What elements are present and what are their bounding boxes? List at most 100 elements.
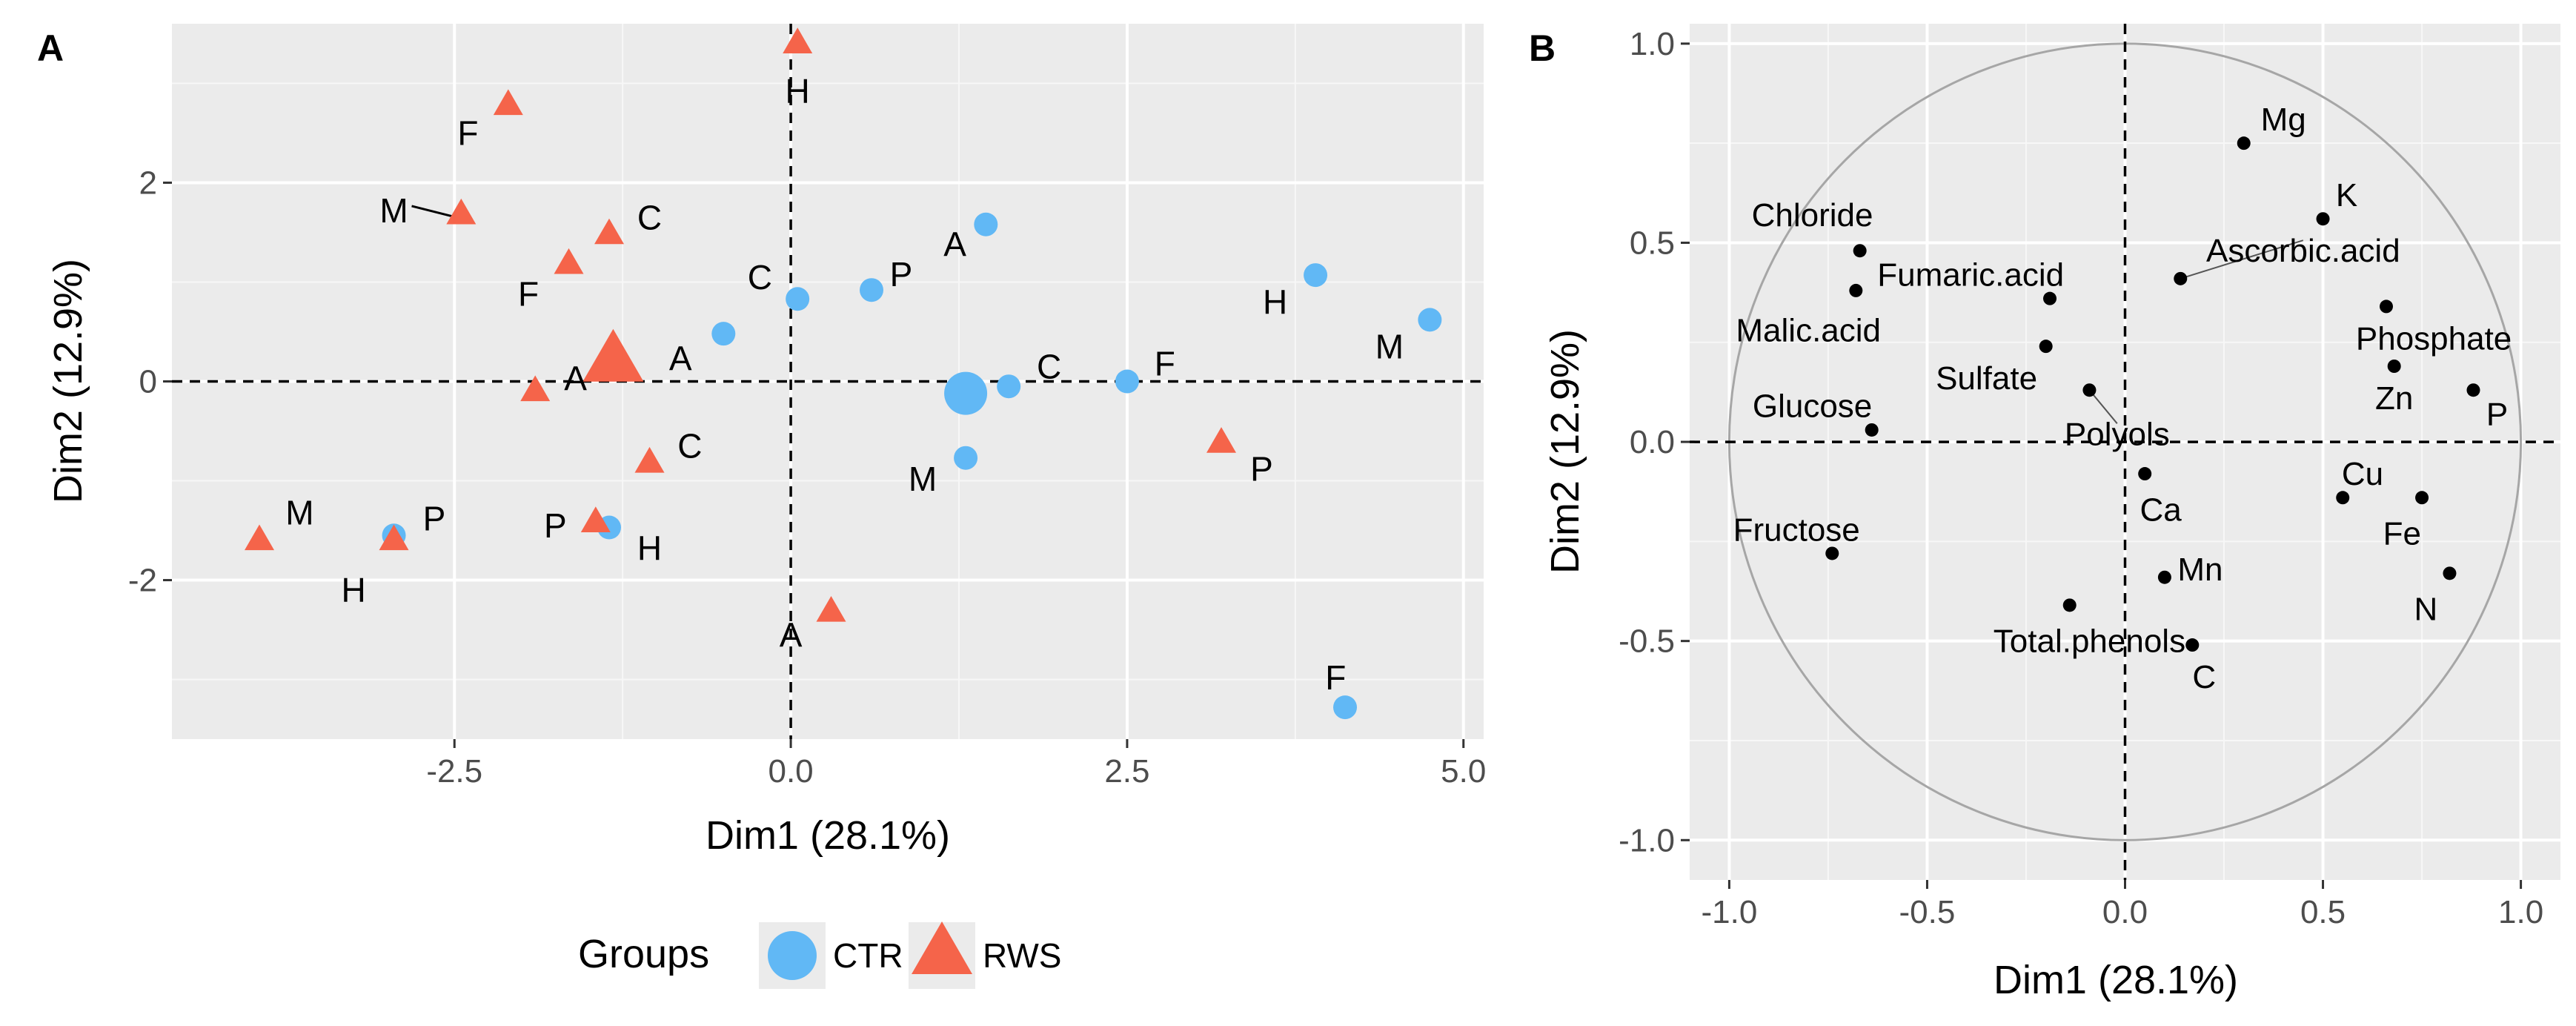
variable-label: Fe (2383, 516, 2421, 552)
point-label: A (943, 225, 966, 264)
variable-point (2415, 491, 2429, 505)
rws-point-marker (816, 596, 846, 622)
variable-label: C (2192, 659, 2216, 695)
point-label: F (457, 113, 478, 152)
ctr-point-marker (954, 446, 978, 470)
point-label: C (677, 427, 702, 466)
panel-b-x-ticks: -1.0 -0.5 0.0 0.5 1.0 (1701, 880, 2543, 930)
point-label: F (1325, 658, 1346, 697)
ctr-point-marker (711, 322, 736, 346)
panel-a-y-ticks: -2 0 2 (128, 165, 172, 599)
panel-a-x-tick-label: 2.5 (1104, 753, 1149, 790)
point-label: P (1250, 449, 1273, 488)
rws-point-marker (1206, 427, 1236, 453)
ctr-point-marker (860, 278, 883, 302)
variable-label: Zn (2375, 380, 2413, 417)
panel-a-x-tick-label: -2.5 (426, 753, 482, 790)
panel-b-label-leaders (2088, 239, 2304, 424)
point-label: C (748, 258, 772, 297)
panel-b-x-tick-label: -1.0 (1701, 894, 1757, 930)
variable-point (2316, 212, 2330, 226)
panel-a-x-axis-title: Dim1 (28.1%) (706, 813, 950, 858)
panel-b: B Mg K Chloride Ascorbic.acid Fumaric.acid Ma… (1529, 24, 2560, 1002)
point-label: M (285, 493, 313, 532)
variable-label: N (2414, 592, 2438, 628)
rws-point-marker (379, 524, 409, 551)
variable-label: Mn (2177, 552, 2223, 588)
legend: Groups CTR RWS (578, 921, 1062, 989)
variable-point (2185, 638, 2200, 652)
panel-a-x-ticks: -2.5 0.0 2.5 5.0 (426, 739, 1486, 790)
ctr-centroid-marker (944, 371, 988, 415)
variable-label: Malic.acid (1736, 313, 1881, 349)
variable-point (2138, 467, 2152, 481)
variable-label: Polyols (2065, 416, 2170, 452)
rws-point-marker (594, 218, 624, 245)
variable-point (2174, 271, 2188, 285)
panel-b-y-tick-label: 0.5 (1630, 225, 1675, 261)
point-label-leader (411, 205, 457, 219)
variable-point (2062, 598, 2077, 612)
panel-b-y-ticks: -1.0 -0.5 0.0 0.5 1.0 (1619, 26, 1690, 858)
point-label: H (637, 529, 662, 568)
variable-point (1865, 423, 1879, 437)
variable-label: K (2336, 177, 2357, 214)
variable-point (2039, 340, 2053, 354)
variable-label: Chloride (1752, 197, 1873, 234)
point-label: M (1375, 328, 1404, 366)
variable-label: Total.phenols (1994, 623, 2185, 660)
variable-point (2380, 299, 2393, 314)
variable-label: Sulfate (1936, 360, 2037, 397)
variable-label: Cu (2342, 456, 2383, 492)
rws-point-marker (446, 198, 477, 225)
rws-point-marker (634, 446, 665, 473)
legend-key-rws (912, 921, 972, 974)
panel-b-reference-lines (1690, 24, 2560, 880)
panel-b-x-tick-label: 0.0 (2102, 894, 2148, 930)
panel-b-y-tick-label: -0.5 (1619, 623, 1675, 660)
ctr-point-marker (786, 287, 810, 311)
point-label: H (1263, 282, 1287, 321)
variable-label-leader (2180, 239, 2304, 279)
variable-point (1825, 546, 1839, 560)
variable-label: Phosphate (2356, 320, 2512, 357)
legend-label-ctr: CTR (833, 936, 903, 975)
panel-b-x-tick-label: 1.0 (2498, 894, 2543, 930)
point-label: F (518, 275, 539, 314)
point-label: H (786, 72, 810, 110)
variable-point (1849, 283, 1863, 297)
variable-point (2082, 383, 2097, 397)
variable-point (2336, 491, 2350, 505)
rws-point-marker (783, 27, 813, 53)
panel-a-label: A (37, 27, 64, 69)
variable-label: Fructose (1733, 512, 1860, 548)
point-label: P (890, 255, 913, 294)
variable-label: P (2486, 396, 2508, 432)
rws-centroid-marker (582, 328, 644, 382)
ctr-point-marker (1115, 369, 1139, 394)
variable-point (2387, 360, 2401, 373)
panel-b-x-tick-label: 0.5 (2300, 894, 2346, 930)
variable-label-leader (2088, 389, 2118, 424)
panel-b-y-tick-label: 0.0 (1630, 424, 1675, 460)
centroid-label: A (669, 340, 692, 378)
panel-b-point-labels: Mg K Chloride Ascorbic.acid Fumaric.acid Mali… (1733, 102, 2512, 695)
panel-a-x-tick-label: 5.0 (1441, 753, 1486, 790)
variable-point (2157, 570, 2171, 584)
panel-a-y-tick-label: 0 (139, 364, 157, 400)
point-label: F (1155, 344, 1175, 383)
panel-b-y-tick-label: -1.0 (1619, 822, 1675, 858)
variable-label: Fumaric.acid (1877, 256, 2064, 293)
point-label: P (423, 499, 446, 537)
ctr-point-marker (974, 212, 998, 236)
rws-point-marker (554, 248, 584, 274)
legend-title: Groups (578, 932, 709, 976)
variable-point (1853, 244, 1867, 258)
variable-point (2443, 566, 2457, 580)
panel-a-label-leaders (411, 205, 457, 219)
panel-a-y-axis-title: Dim2 (12.9%) (46, 259, 90, 503)
legend-label-rws: RWS (983, 936, 1062, 975)
legend-key-ctr (768, 931, 817, 980)
